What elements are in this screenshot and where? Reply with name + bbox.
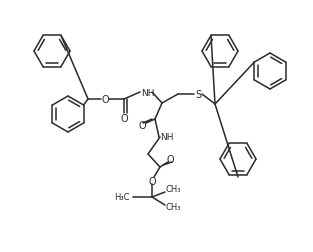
Text: S: S [195, 90, 201, 100]
Text: O: O [166, 154, 174, 164]
Text: NH: NH [160, 133, 173, 142]
Text: O: O [120, 114, 128, 123]
Text: O: O [101, 94, 109, 105]
Text: O: O [148, 176, 156, 186]
Text: H₃C: H₃C [114, 193, 130, 202]
Text: CH₃: CH₃ [165, 203, 181, 212]
Text: O: O [138, 120, 146, 131]
Text: CH₃: CH₃ [165, 185, 181, 194]
Text: NH: NH [141, 88, 155, 97]
